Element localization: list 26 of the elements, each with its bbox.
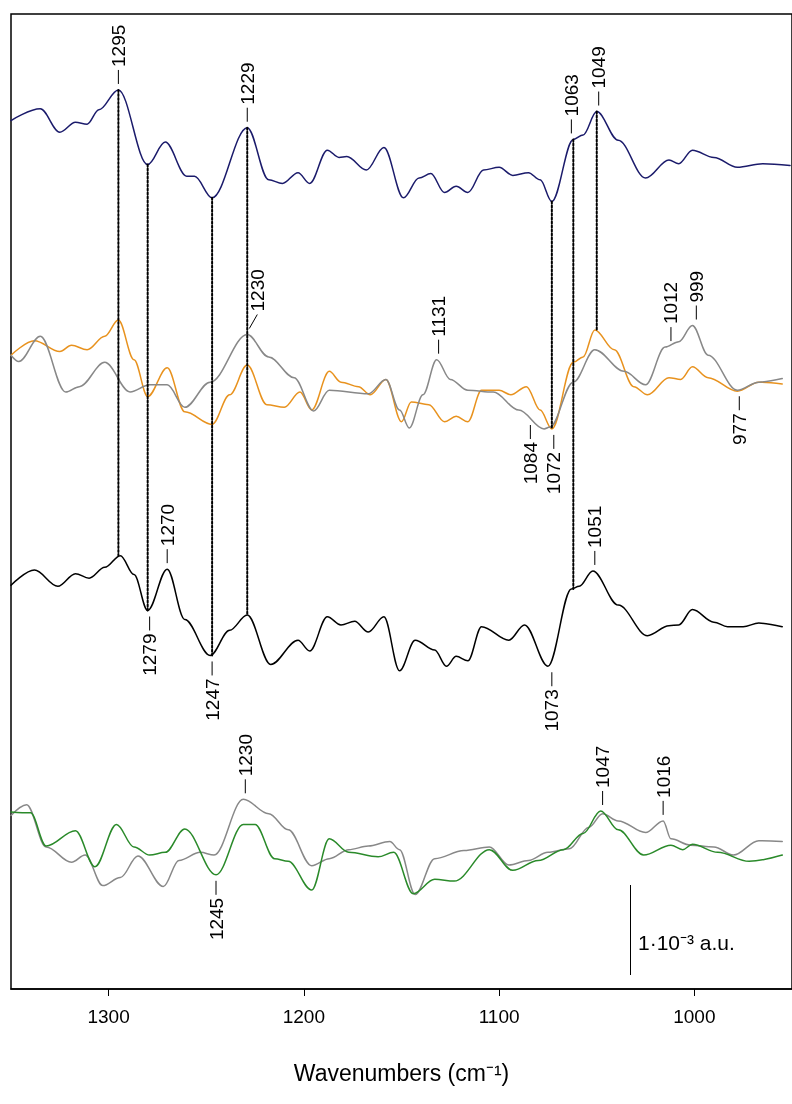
annotation: 977	[728, 413, 750, 445]
annotation: 1245	[205, 897, 227, 941]
annotation: 1051	[584, 505, 606, 548]
annotation: 1230	[246, 269, 268, 312]
x-tick-label: 1300	[87, 1006, 130, 1027]
annotation: 1247	[201, 678, 223, 721]
annotation: 1229	[236, 62, 258, 105]
annotation: 1279	[139, 633, 161, 676]
annotation: 1295	[107, 24, 129, 67]
annotation: 1047	[592, 745, 614, 788]
annotation: 1·10⁻³ a.u.	[638, 930, 735, 956]
x-tick-label: 1000	[673, 1006, 716, 1027]
annotation: 1270	[156, 503, 178, 547]
annotation: 1049	[588, 46, 610, 89]
annotation: 1072	[543, 451, 565, 495]
annotation: 1084	[519, 441, 541, 485]
x-tick-label: 1200	[282, 1006, 326, 1027]
annotation: 1012	[660, 281, 682, 325]
annotation: 1131	[428, 295, 450, 337]
annotation: 1073	[541, 689, 563, 732]
annotation: 1016	[652, 755, 674, 798]
x-axis-title: Wavenumbers (cm⁻¹)	[293, 1059, 510, 1086]
annotation: 999	[685, 270, 707, 303]
x-tick-label: 1100	[478, 1006, 520, 1027]
annotation: 1230	[234, 734, 256, 777]
annotation: 1063	[560, 74, 582, 117]
